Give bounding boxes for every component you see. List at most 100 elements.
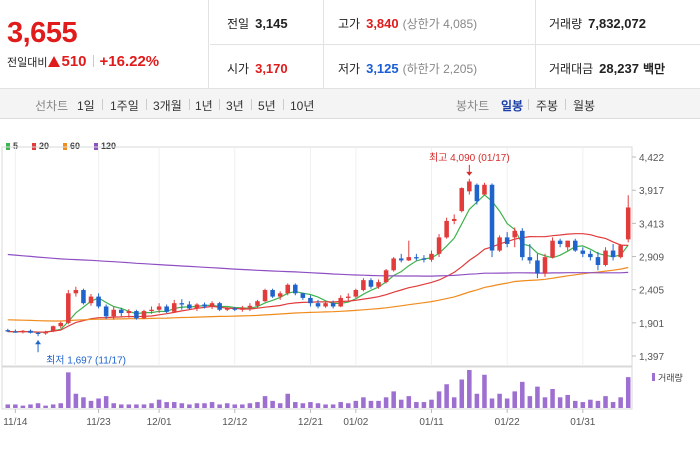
tab-10y[interactable]: 10년 — [290, 99, 315, 113]
ma20-line — [7, 233, 629, 333]
stats-divider — [210, 44, 700, 45]
candle-body — [421, 258, 427, 260]
volume-bar — [398, 399, 404, 408]
volume-bar — [338, 402, 343, 408]
candle-body — [535, 260, 540, 274]
y-tick-label: 4,422 — [639, 153, 664, 164]
candle-body — [572, 240, 578, 251]
volume-bar — [164, 402, 169, 408]
tab-monthly[interactable]: 월봉 — [573, 99, 596, 113]
volume-bar — [103, 396, 109, 408]
x-tick-label: 01/22 — [495, 417, 520, 428]
volume-bar — [81, 397, 86, 408]
candle-body — [361, 280, 366, 291]
volume-bar — [50, 404, 56, 408]
x-tick-label: 12/01 — [147, 417, 172, 428]
volume-bar — [330, 404, 336, 408]
tab-1d[interactable]: 1일 — [77, 99, 95, 113]
prev-close: 전일 3,145 — [227, 15, 288, 32]
candle-body — [103, 306, 109, 317]
volume-bar — [202, 403, 207, 408]
volume-bar — [323, 404, 328, 408]
candle-body — [73, 290, 79, 294]
volume-bar — [270, 400, 275, 408]
candle-body — [398, 258, 404, 261]
candle-body — [187, 304, 192, 309]
tab-1w[interactable]: 1주일 — [110, 99, 139, 113]
tab-3m[interactable]: 3개월 — [153, 99, 182, 113]
volume-bar — [315, 403, 321, 408]
candle-body — [376, 282, 381, 287]
volume-bar — [277, 403, 283, 408]
candle-chart-label: 봉차트 — [456, 99, 490, 113]
y-tick-label: 3,413 — [639, 219, 664, 230]
volume-bar — [535, 386, 540, 408]
volume-bar — [557, 397, 563, 408]
volume-bar — [134, 404, 139, 408]
high-value: 3,840 — [366, 16, 399, 31]
trade-amount: 거래대금 28,237 백만 — [549, 60, 665, 77]
candle-body — [550, 240, 555, 258]
volume-bar — [35, 403, 41, 408]
tab-daily[interactable]: 일봉 — [501, 99, 524, 113]
candle-body — [240, 307, 245, 310]
volume-bar — [376, 400, 381, 408]
candle-body — [406, 257, 412, 261]
volume-bar — [119, 404, 124, 408]
x-tick-label: 11/14 — [3, 417, 28, 428]
prev-close-value: 3,145 — [255, 16, 288, 31]
candle-body — [436, 237, 442, 254]
candle-body — [156, 306, 162, 310]
candle-body — [217, 303, 222, 310]
volume-bar — [43, 405, 48, 408]
open-label: 시가 — [227, 62, 250, 76]
candle-body — [209, 303, 215, 307]
volume-bar — [194, 403, 200, 408]
candle-body — [308, 297, 313, 304]
candle-body — [300, 293, 306, 298]
volume-bar — [512, 391, 517, 408]
stats-divider — [535, 0, 536, 89]
candle-body — [88, 296, 94, 304]
candle-body — [293, 284, 298, 294]
candle-body — [96, 296, 101, 307]
change-amount: 510 — [61, 53, 87, 70]
volume-bar — [179, 403, 185, 408]
volume-bar — [565, 394, 570, 408]
high-label: 고가 — [338, 17, 361, 31]
trade-amount-value: 28,237 — [599, 61, 639, 76]
change-label: 전일대비 — [7, 57, 48, 69]
tab-1y[interactable]: 1년 — [195, 99, 213, 113]
volume-label: 거래량 — [549, 17, 583, 31]
lower-limit: (하한가 2,205) — [402, 62, 478, 76]
volume-bar — [255, 402, 260, 408]
volume-bar — [527, 396, 533, 408]
volume-bar — [73, 393, 79, 408]
tab-5y[interactable]: 5년 — [258, 99, 276, 113]
candle-body — [610, 250, 616, 258]
volume-bar — [610, 402, 616, 408]
low-price: 저가 3,125 (하한가 2,205) — [338, 60, 477, 77]
tab-3y[interactable]: 3년 — [226, 99, 244, 113]
volume-bar — [156, 399, 162, 408]
candle-body — [383, 270, 389, 283]
volume: 거래량 7,832,072 — [549, 15, 646, 32]
y-tick-label: 2,909 — [639, 253, 664, 264]
candlestick-chart[interactable]: 4,422 3,917 3,413 2,909 2,405 1,901 1,397 11/14… — [0, 137, 700, 450]
candle-body — [474, 184, 480, 202]
candle-body — [232, 308, 238, 310]
volume-bar — [353, 400, 359, 408]
trade-amount-unit: 백만 — [642, 62, 666, 76]
volume-bar — [550, 389, 555, 408]
volume-bar — [300, 403, 306, 408]
candle-body — [625, 207, 631, 240]
candle-body — [171, 303, 177, 312]
volume-bar — [383, 397, 389, 408]
tab-weekly[interactable]: 주봉 — [536, 99, 559, 113]
volume-bar — [625, 377, 631, 408]
volume-bar — [247, 403, 253, 408]
volume-bar — [603, 396, 608, 408]
volume-bar — [421, 402, 427, 408]
candle-body — [489, 184, 495, 251]
x-tick-label: 12/21 — [298, 417, 323, 428]
